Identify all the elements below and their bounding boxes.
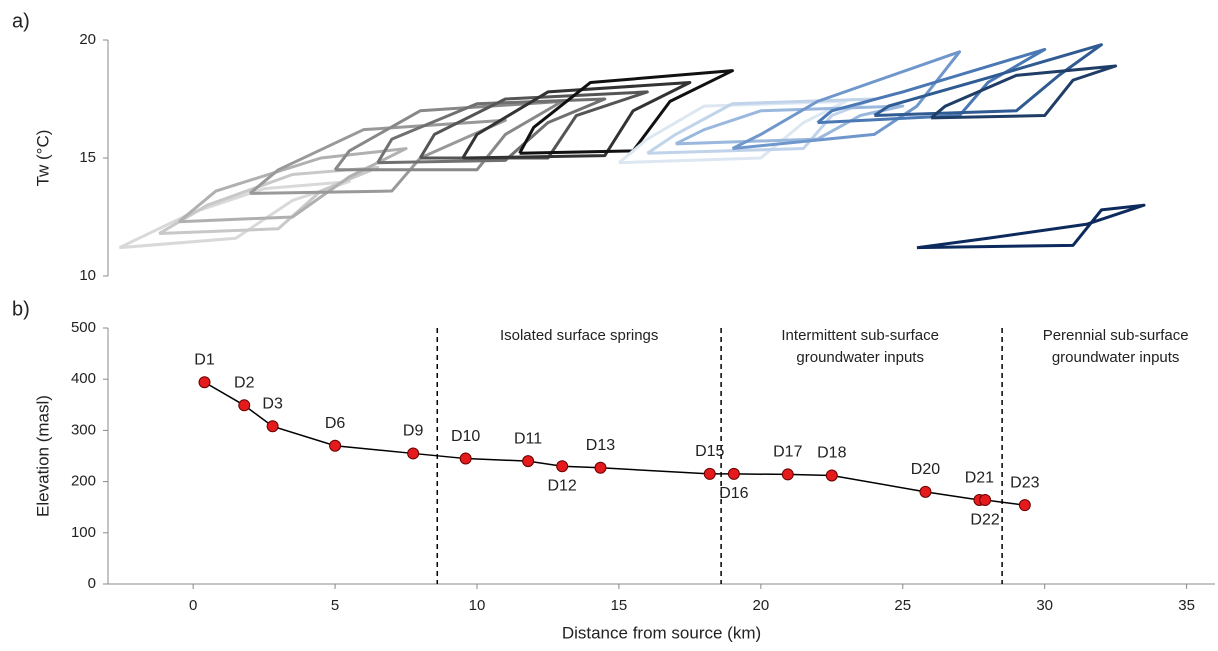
- site-marker: [594, 461, 607, 474]
- site-marker: [329, 439, 342, 452]
- site-label: D2: [234, 375, 255, 392]
- panel-label: a): [12, 10, 30, 32]
- site-marker: [919, 485, 932, 498]
- site-label: D20: [911, 461, 940, 478]
- site-marker: [825, 469, 838, 482]
- temperature-loop: [518, 69, 734, 155]
- x-tick-label: 35: [1178, 597, 1195, 614]
- temperature-loop: [376, 97, 607, 165]
- y-tick-label: 300: [71, 421, 96, 438]
- y-tick-label: 100: [71, 524, 96, 541]
- site-marker: [556, 460, 569, 473]
- y-axis-label: Elevation (masl): [33, 395, 52, 517]
- site-label: D17: [773, 444, 802, 461]
- temperature-loop: [916, 203, 1146, 250]
- temperature-loop: [248, 118, 507, 195]
- site-label: D12: [547, 477, 576, 494]
- region-label: Perennial sub-surface: [1043, 327, 1189, 344]
- x-tick-label: 20: [753, 597, 770, 614]
- site-label: D15: [695, 443, 724, 460]
- x-tick-label: 10: [469, 597, 486, 614]
- site-marker: [727, 467, 740, 480]
- region-label: Intermittent sub-surface: [781, 327, 939, 344]
- x-tick-label: 0: [189, 597, 197, 614]
- y-axis-label: Tw (°C): [33, 130, 52, 187]
- y-tick-label: 0: [88, 575, 96, 592]
- site-marker: [238, 399, 251, 412]
- site-label: D18: [817, 445, 846, 462]
- x-axis-label: Distance from source (km): [562, 623, 761, 642]
- y-tick-label: 10: [79, 267, 96, 284]
- x-tick-label: 30: [1036, 597, 1053, 614]
- site-label: D10: [451, 428, 480, 445]
- site-marker: [459, 452, 472, 465]
- temperature-loop: [930, 64, 1118, 120]
- temperature-loop: [675, 104, 905, 146]
- site-marker: [522, 455, 535, 468]
- y-tick-label: 400: [71, 370, 96, 387]
- site-marker: [1018, 499, 1031, 512]
- region-label: groundwater inputs: [1052, 349, 1180, 366]
- y-tick-label: 200: [71, 473, 96, 490]
- y-tick-label: 15: [79, 149, 96, 166]
- temperature-loop: [816, 47, 1047, 125]
- site-label: D13: [586, 437, 615, 454]
- x-tick-label: 25: [894, 597, 911, 614]
- site-label: D6: [325, 415, 346, 432]
- region-label: Isolated surface springs: [500, 327, 658, 344]
- site-label: D11: [514, 430, 542, 447]
- temperature-loop: [158, 165, 380, 236]
- site-marker: [979, 494, 992, 507]
- site-marker: [266, 420, 279, 433]
- temperature-loop: [461, 80, 692, 160]
- y-tick-label: 20: [79, 31, 96, 48]
- site-label: D3: [262, 396, 283, 413]
- site-marker: [407, 447, 420, 460]
- x-tick-label: 5: [331, 597, 339, 614]
- site-label: D9: [403, 423, 424, 440]
- temperature-loop: [873, 43, 1103, 118]
- temperature-loop: [178, 147, 408, 224]
- site-label: D22: [970, 511, 999, 528]
- site-marker: [198, 376, 211, 389]
- site-label: D16: [719, 485, 748, 502]
- site-marker: [703, 467, 716, 480]
- site-label: D23: [1010, 474, 1039, 491]
- region-label: groundwater inputs: [796, 349, 924, 366]
- site-marker: [781, 468, 794, 481]
- y-tick-label: 500: [71, 319, 96, 336]
- site-label: D21: [965, 469, 994, 486]
- site-label: D1: [194, 351, 215, 368]
- temperature-loop: [731, 50, 962, 151]
- x-tick-label: 15: [611, 597, 628, 614]
- panel-label: b): [12, 298, 30, 320]
